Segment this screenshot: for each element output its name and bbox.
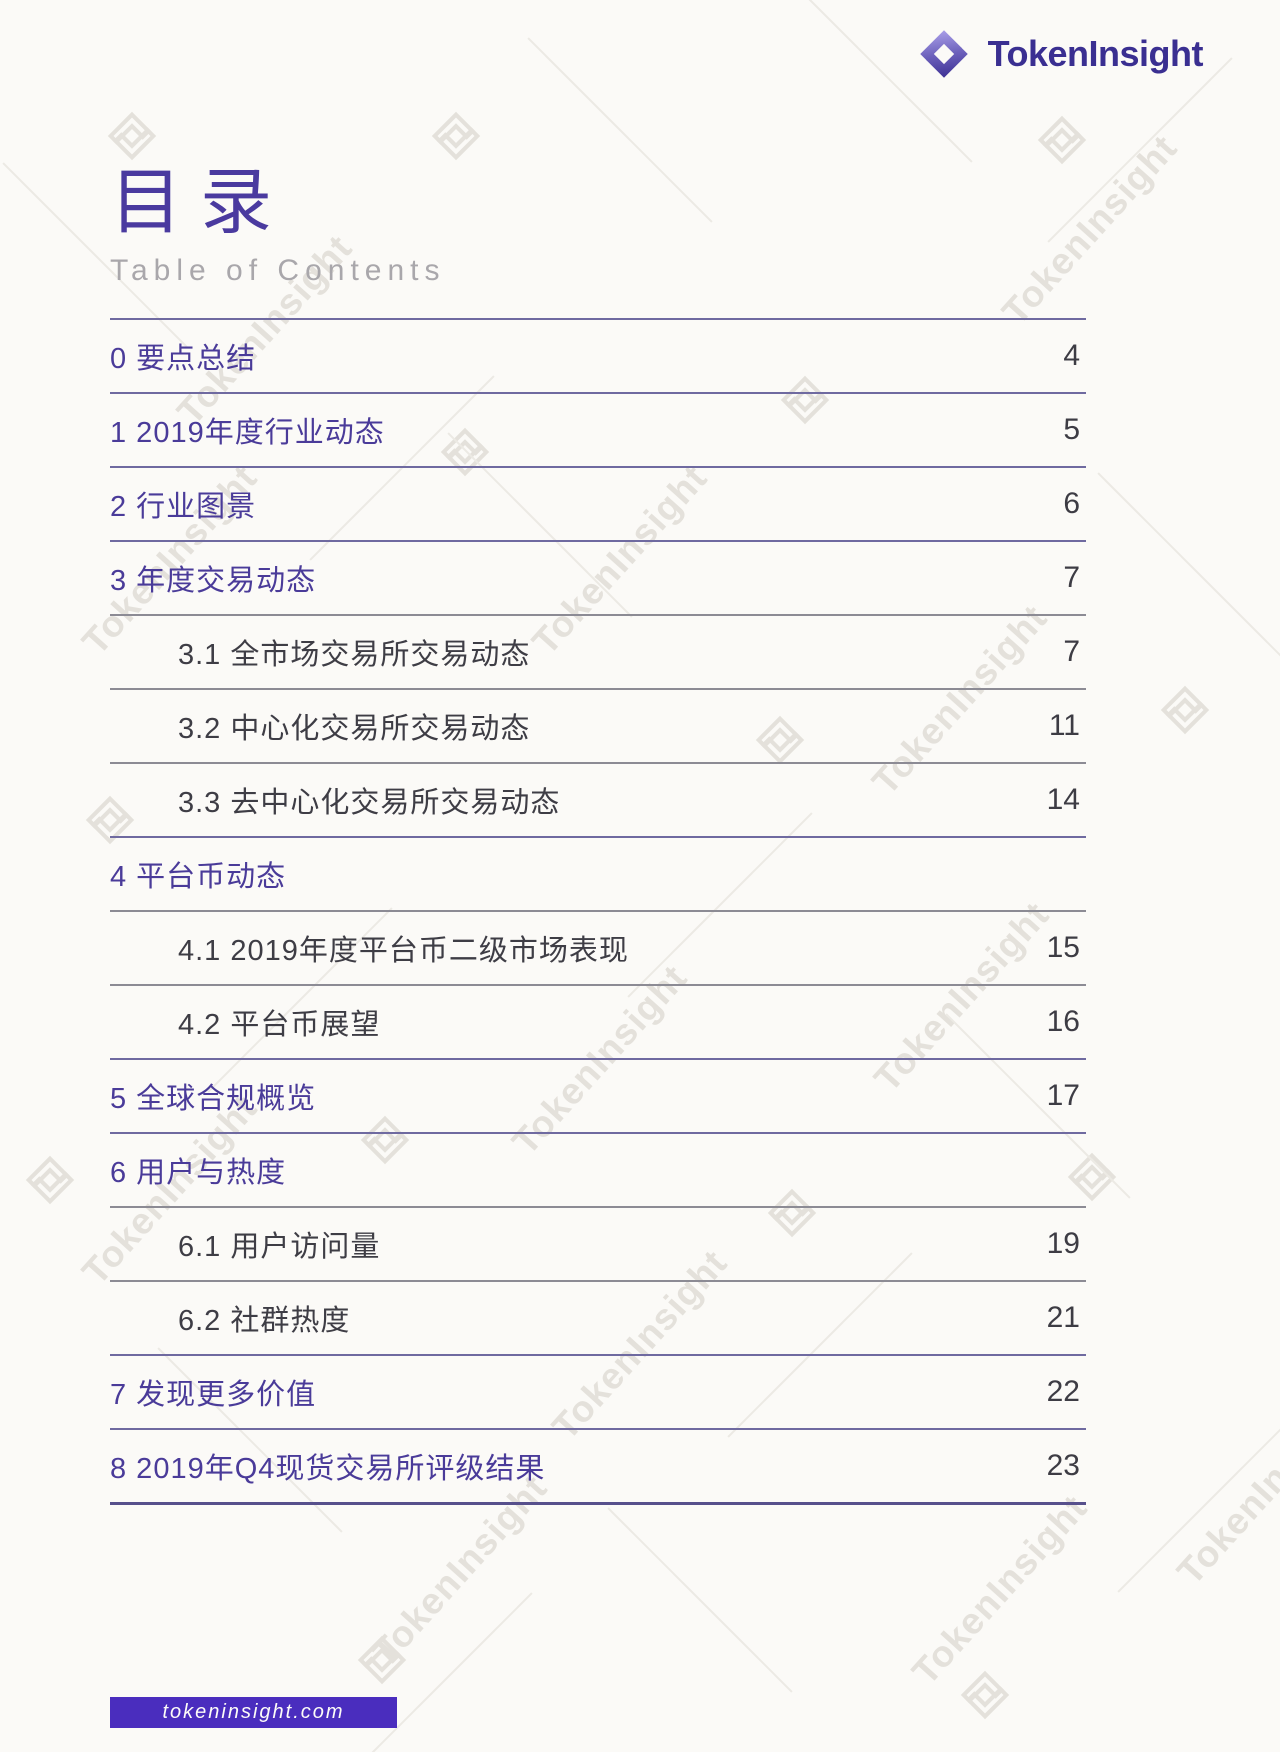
toc-item-page: 7 <box>1063 635 1080 668</box>
content-column: 目录 Table of Contents 0 要点总结 4 1 2019年度行业动态… <box>110 0 1086 1505</box>
toc-item-1[interactable]: 0 要点总结 4 <box>110 318 1086 392</box>
toc-item-page: 6 <box>1063 487 1080 520</box>
watermark-slash <box>607 1507 793 1693</box>
logo-text: TokenInsight <box>987 33 1204 74</box>
toc-item-page: 4 <box>1063 339 1080 372</box>
toc-item-6[interactable]: 3.2 中心化交易所交易动态 11 <box>110 688 1086 762</box>
toc-item-label: 7 发现更多价值 <box>110 1379 317 1411</box>
watermark-logo-icon <box>21 1151 79 1209</box>
toc-item-page: 22 <box>1046 1375 1080 1408</box>
toc-item-label: 6.2 社群热度 <box>178 1305 351 1337</box>
toc-item-11[interactable]: 5 全球合规概览 17 <box>110 1058 1086 1132</box>
watermark-slash <box>1117 1407 1280 1593</box>
watermark-slash <box>1097 472 1280 658</box>
footer-website-text: tokeninsight.com <box>162 1701 345 1723</box>
toc-item-label: 3 年度交易动态 <box>110 565 317 597</box>
toc-item-page: 16 <box>1046 1005 1080 1038</box>
toc-item-2[interactable]: 1 2019年度行业动态 5 <box>110 392 1086 466</box>
toc-item-15[interactable]: 7 发现更多价值 22 <box>110 1354 1086 1428</box>
tokeninsight-logo-icon <box>919 30 968 78</box>
toc-item-label: 6 用户与热度 <box>110 1157 287 1189</box>
toc-item-page: 11 <box>1048 709 1080 742</box>
toc-item-page: 21 <box>1046 1301 1080 1334</box>
table-of-contents: 0 要点总结 4 1 2019年度行业动态 5 2 行业图景 6 3 年度交易动态 7 3.1 … <box>110 318 1086 1505</box>
watermark-logo-icon <box>1156 681 1214 739</box>
toc-item-13[interactable]: 6.1 用户访问量 19 <box>110 1206 1086 1280</box>
toc-item-16[interactable]: 8 2019年Q4现货交易所评级结果 23 <box>110 1428 1086 1502</box>
toc-item-label: 3.2 中心化交易所交易动态 <box>178 713 531 745</box>
toc-item-label: 3.1 全市场交易所交易动态 <box>178 639 531 671</box>
toc-item-5[interactable]: 3.1 全市场交易所交易动态 7 <box>110 614 1086 688</box>
toc-item-9[interactable]: 4.1 2019年度平台币二级市场表现 15 <box>110 910 1086 984</box>
watermark-logo-icon <box>353 1631 411 1689</box>
tokeninsight-logo: TokenInsight <box>914 24 1204 84</box>
toc-item-page: 5 <box>1063 413 1080 446</box>
toc-item-4[interactable]: 3 年度交易动态 7 <box>110 540 1086 614</box>
toc-item-label: 8 2019年Q4现货交易所评级结果 <box>110 1453 546 1485</box>
toc-item-14[interactable]: 6.2 社群热度 21 <box>110 1280 1086 1354</box>
toc-item-page: 14 <box>1046 783 1080 816</box>
toc-item-page: 7 <box>1063 561 1080 594</box>
watermark-text: TokenInsight <box>1169 1386 1280 1593</box>
toc-item-label: 4.2 平台币展望 <box>178 1009 381 1041</box>
page-title: 目录 <box>110 163 291 243</box>
toc-item-page: 23 <box>1046 1449 1080 1482</box>
watermark-text: TokenInsight <box>904 1486 1095 1693</box>
toc-item-page: 19 <box>1046 1227 1080 1260</box>
watermark-logo-icon <box>956 1666 1014 1724</box>
toc-item-label: 5 全球合规概览 <box>110 1083 317 1115</box>
toc-item-label: 6.1 用户访问量 <box>178 1231 381 1263</box>
toc-item-page: 17 <box>1046 1079 1080 1112</box>
toc-item-label: 3.3 去中心化交易所交易动态 <box>178 787 561 819</box>
toc-item-10[interactable]: 4.2 平台币展望 16 <box>110 984 1086 1058</box>
toc-item-3[interactable]: 2 行业图景 6 <box>110 466 1086 540</box>
toc-item-label: 0 要点总结 <box>110 343 257 375</box>
toc-item-label: 4.1 2019年度平台币二级市场表现 <box>178 935 629 967</box>
toc-item-label: 1 2019年度行业动态 <box>110 417 385 449</box>
watermark-slash <box>347 1592 533 1752</box>
toc-item-7[interactable]: 3.3 去中心化交易所交易动态 14 <box>110 762 1086 836</box>
toc-item-label: 2 行业图景 <box>110 491 257 523</box>
toc-item-12[interactable]: 6 用户与热度 <box>110 1132 1086 1206</box>
footer-website-bar[interactable]: tokeninsight.com <box>110 1697 397 1728</box>
toc-item-8[interactable]: 4 平台币动态 <box>110 836 1086 910</box>
toc-item-page: 15 <box>1046 931 1080 964</box>
page-subtitle: Table of Contents <box>110 254 446 287</box>
toc-item-label: 4 平台币动态 <box>110 861 287 893</box>
